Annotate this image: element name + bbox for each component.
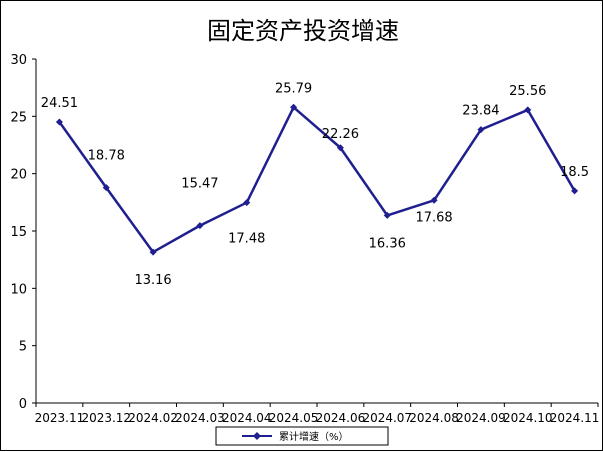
legend-label: 累计增速（%） xyxy=(279,430,349,443)
x-tick-label: 2024.06 xyxy=(316,411,366,425)
x-tick-label: 2024.04 xyxy=(222,411,272,425)
data-point xyxy=(290,103,298,111)
x-tick-label: 2024.03 xyxy=(175,411,225,425)
data-point xyxy=(430,196,438,204)
y-tick-label: 10 xyxy=(10,282,27,297)
y-tick-label: 30 xyxy=(10,53,27,68)
y-tick-label: 15 xyxy=(10,225,27,240)
y-tick-label: 5 xyxy=(19,340,27,355)
data-label: 24.51 xyxy=(41,96,78,111)
x-tick-label: 2024.10 xyxy=(503,411,553,425)
data-label: 17.48 xyxy=(228,232,265,247)
legend: 累计增速（%） xyxy=(215,426,389,446)
data-point xyxy=(55,118,63,126)
data-point xyxy=(243,199,251,207)
y-tick-label: 25 xyxy=(10,110,27,125)
data-label: 16.36 xyxy=(369,236,406,251)
data-point xyxy=(524,106,532,114)
data-point xyxy=(336,144,344,152)
y-ticks: 0 5 10 15 20 25 30 xyxy=(10,53,36,412)
x-tick-label: 2023.11 xyxy=(35,411,85,425)
x-tick-label: 2024.07 xyxy=(362,411,412,425)
data-label: 23.84 xyxy=(462,104,499,119)
data-point xyxy=(149,248,157,256)
data-label: 13.16 xyxy=(134,273,171,288)
data-point xyxy=(196,222,204,230)
data-point xyxy=(383,211,391,219)
x-tick-label: 2023.12 xyxy=(81,411,131,425)
data-point xyxy=(571,187,579,195)
data-label: 22.26 xyxy=(322,127,359,142)
data-labels: 24.51 18.78 13.16 15.47 17.48 25.79 22.26 16.36… xyxy=(41,81,589,288)
x-tick-label: 2024.09 xyxy=(456,411,506,425)
y-tick-label: 0 xyxy=(19,397,27,412)
series-line xyxy=(58,106,576,254)
x-tick-label: 2024.11 xyxy=(550,411,600,425)
data-label: 17.68 xyxy=(415,210,452,225)
x-tick-label: 2024.08 xyxy=(409,411,459,425)
y-tick-label: 20 xyxy=(10,168,27,183)
data-label: 18.5 xyxy=(560,165,589,180)
series-group xyxy=(55,103,579,256)
data-point xyxy=(102,184,110,192)
data-label: 25.56 xyxy=(509,84,546,99)
x-ticks: 2023.112023.122024.022024.032024.042024.… xyxy=(35,403,600,425)
legend-marker xyxy=(253,432,261,440)
data-label: 25.79 xyxy=(275,81,312,96)
data-label: 18.78 xyxy=(88,149,125,164)
x-tick-label: 2024.02 xyxy=(128,411,178,425)
chart-title: 固定资产投资增速 xyxy=(207,17,399,45)
data-point xyxy=(477,126,485,134)
data-label: 15.47 xyxy=(181,177,218,192)
x-tick-label: 2024.05 xyxy=(269,411,319,425)
legend-box xyxy=(215,426,389,446)
